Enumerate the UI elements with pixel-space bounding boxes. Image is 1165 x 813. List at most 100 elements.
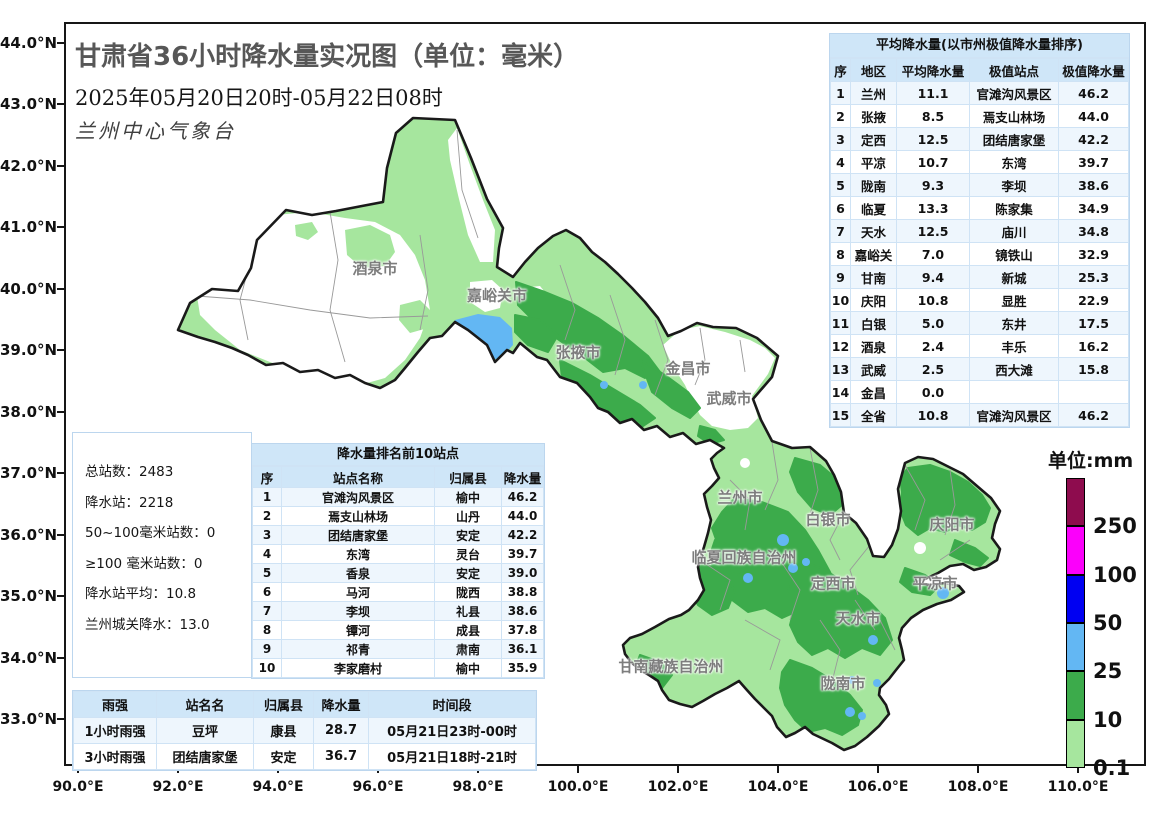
top10-header-row: 序站点名称 归属县 降水量 xyxy=(252,466,544,488)
region-cell: 白银 xyxy=(850,311,897,335)
column-header: 序 xyxy=(252,466,282,488)
city-label: 甘南藏族自治州 xyxy=(618,657,724,676)
rank-cell: 6 xyxy=(830,196,851,220)
lat-tick-label: 43.0°N xyxy=(0,95,58,114)
region-cell: 张掖 xyxy=(850,104,897,128)
table-row: 13 武威 2.5 西大滩 15.8 xyxy=(830,357,1129,381)
colorbar-segment xyxy=(1066,574,1085,623)
colorbar-segment xyxy=(1066,526,1085,575)
lon-tick-label: 104.0°E xyxy=(747,779,809,795)
extreme-precip-cell: 16.2 xyxy=(1058,334,1129,358)
extreme-station-cell: 新城 xyxy=(969,265,1059,289)
lat-tick-label: 39.0°N xyxy=(0,341,58,360)
table-row: 3 定西 12.5 团结唐家堡 42.2 xyxy=(830,127,1129,151)
county-cell: 榆中 xyxy=(434,658,502,678)
region-cell: 酒泉 xyxy=(850,334,897,358)
lon-tick-mark xyxy=(777,766,779,773)
extreme-station-cell: 李坝 xyxy=(969,173,1059,197)
lon-tick-label: 110.0°E xyxy=(1047,779,1109,795)
station-name-cell: 东湾 xyxy=(281,544,435,564)
table-row: 2 焉支山林场 山丹 44.0 xyxy=(252,506,544,526)
station-name-cell: 团结唐家堡 xyxy=(156,743,254,770)
precip-cell: 46.2 xyxy=(501,487,544,507)
lat-tick-label: 41.0°N xyxy=(0,218,58,237)
city-label: 临夏回族自治州 xyxy=(691,548,797,567)
column-header: 归属县 xyxy=(253,691,314,718)
lat-tick-label: 40.0°N xyxy=(0,279,58,298)
colorbar-level-label: 100 xyxy=(1093,562,1137,587)
rank-cell: 7 xyxy=(830,219,851,243)
lon-tick-mark xyxy=(877,766,879,773)
table-row: 9 祁青 肃南 36.1 xyxy=(252,639,544,659)
table-row: 15 全省 10.8 官滩沟风景区 46.2 xyxy=(830,403,1129,427)
extreme-station-cell: 镜铁山 xyxy=(969,242,1059,266)
extreme-precip-cell: 22.9 xyxy=(1058,288,1129,312)
lat-tick-mark xyxy=(57,349,64,352)
stat-line: 降水站平均：10.8 xyxy=(85,586,197,602)
station-name-cell: 香泉 xyxy=(281,563,435,583)
lat-tick-label: 37.0°N xyxy=(0,464,58,483)
city-label: 平凉市 xyxy=(912,574,958,593)
region-cell: 武威 xyxy=(850,357,897,381)
extreme-precip-cell: 25.3 xyxy=(1058,265,1129,289)
region-cell: 庆阳 xyxy=(850,288,897,312)
lon-tick-label: 106.0°E xyxy=(847,779,909,795)
extreme-precip-cell: 39.7 xyxy=(1058,150,1129,174)
station-name-cell: 李家磨村 xyxy=(281,658,435,678)
avg-table-title: 平均降水量(以市州极值降水量排序) xyxy=(830,34,1129,58)
city-label: 酒泉市 xyxy=(352,259,398,278)
lat-tick-mark xyxy=(57,533,64,536)
top10-table-title: 降水量排名前10站点 xyxy=(252,444,544,466)
table-row: 3 团结唐家堡 安定 42.2 xyxy=(252,525,544,545)
rank-cell: 6 xyxy=(252,582,282,602)
rank-cell: 11 xyxy=(830,311,851,335)
rank-cell: 5 xyxy=(830,173,851,197)
county-cell: 灵台 xyxy=(434,544,502,564)
colorbar-level-label: 25 xyxy=(1093,659,1123,684)
top10-stations-table: 降水量排名前10站点 序站点名称 归属县 降水量 1 官滩沟风景区 榆中 46.2 … xyxy=(251,443,545,679)
station-name-cell: 祁青 xyxy=(281,639,435,659)
rank-cell: 9 xyxy=(830,265,851,289)
county-cell: 康县 xyxy=(253,717,314,744)
precip-cell: 38.8 xyxy=(501,582,544,602)
city-label: 张掖市 xyxy=(555,343,601,362)
lat-tick-mark xyxy=(57,595,64,598)
county-cell: 安定 xyxy=(434,525,502,545)
extreme-station-cell: 东湾 xyxy=(969,150,1059,174)
table-row: 14 金昌 0.0 xyxy=(830,380,1129,404)
lon-tick-label: 102.0°E xyxy=(647,779,709,795)
time-range-cell: 05月21日18时-21时 xyxy=(368,743,536,770)
extreme-station-cell: 焉支山林场 xyxy=(969,104,1059,128)
lon-tick-label: 100.0°E xyxy=(547,779,609,795)
county-boundaries xyxy=(196,129,971,691)
city-label: 嘉峪关市 xyxy=(466,286,528,305)
light-rain-patches xyxy=(295,222,432,333)
column-header: 极值站点 xyxy=(969,58,1059,82)
lon-tick-label: 98.0°E xyxy=(452,779,504,795)
region-cell: 金昌 xyxy=(850,380,897,404)
rank-cell: 8 xyxy=(830,242,851,266)
lat-tick-label: 33.0°N xyxy=(0,709,58,728)
lon-tick-label: 96.0°E xyxy=(352,779,404,795)
lon-tick-mark xyxy=(977,766,979,773)
lat-tick-mark xyxy=(57,287,64,290)
stat-line: 降水站：2218 xyxy=(85,494,174,511)
column-header: 平均降水量 xyxy=(896,58,970,82)
county-cell: 安定 xyxy=(253,743,314,770)
table-row: 12 酒泉 2.4 丰乐 16.2 xyxy=(830,334,1129,358)
colorbar-segment xyxy=(1066,478,1085,527)
lat-tick-mark xyxy=(57,656,64,659)
station-name-cell: 豆坪 xyxy=(156,717,254,744)
lat-tick-label: 34.0°N xyxy=(0,648,58,667)
table-row: 4 平凉 10.7 东湾 39.7 xyxy=(830,150,1129,174)
stat-line: 50~100毫米站数：0 xyxy=(85,525,216,541)
extreme-precip-cell: 32.9 xyxy=(1058,242,1129,266)
lat-tick-label: 44.0°N xyxy=(0,34,58,52)
lat-tick-mark xyxy=(57,103,64,106)
precip-cell: 39.0 xyxy=(501,563,544,583)
city-label: 兰州市 xyxy=(717,488,763,507)
table-row: 1小时雨强 豆坪 康县 28.7 05月21日23时-00时 xyxy=(73,717,536,744)
city-label: 定西市 xyxy=(810,574,856,593)
county-cell: 成县 xyxy=(434,620,502,640)
